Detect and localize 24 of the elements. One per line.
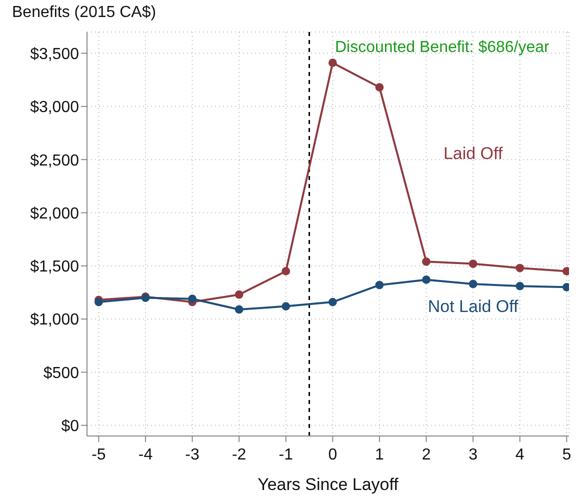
x-tick-label: -3 bbox=[185, 446, 200, 464]
x-tick-label: 5 bbox=[562, 446, 572, 464]
series-label: Not Laid Off bbox=[428, 296, 519, 316]
x-tick-label: -2 bbox=[232, 446, 246, 464]
y-tick-label: $1,000 bbox=[30, 312, 80, 329]
x-tick-label: 3 bbox=[468, 446, 478, 464]
x-tick-label: -4 bbox=[138, 446, 153, 464]
x-axis-title: Years Since Layoff bbox=[258, 475, 399, 494]
y-tick-label: $1,500 bbox=[30, 258, 80, 276]
text: Laid Off bbox=[443, 144, 503, 163]
y-tick-label: $2,500 bbox=[30, 152, 80, 170]
annotation: Discounted Benefit: $686/year bbox=[335, 39, 550, 56]
x-tick-label: 1 bbox=[375, 446, 384, 464]
y-tick-label: $3,000 bbox=[30, 99, 80, 116]
y-axis-title: Benefits (2015 CA$) bbox=[12, 4, 156, 22]
y-tick-label: $3,500 bbox=[30, 46, 80, 63]
x-tick-label: -1 bbox=[278, 446, 294, 464]
y-tick-label: $500 bbox=[43, 364, 80, 382]
x-tick-label: 4 bbox=[515, 446, 524, 464]
x-tick-label: -5 bbox=[92, 446, 106, 464]
y-tick-label: $2,000 bbox=[30, 205, 80, 222]
x-tick-label: 0 bbox=[328, 446, 338, 464]
y-tick-label: $0 bbox=[61, 418, 80, 436]
x-tick-label: 2 bbox=[422, 446, 431, 464]
